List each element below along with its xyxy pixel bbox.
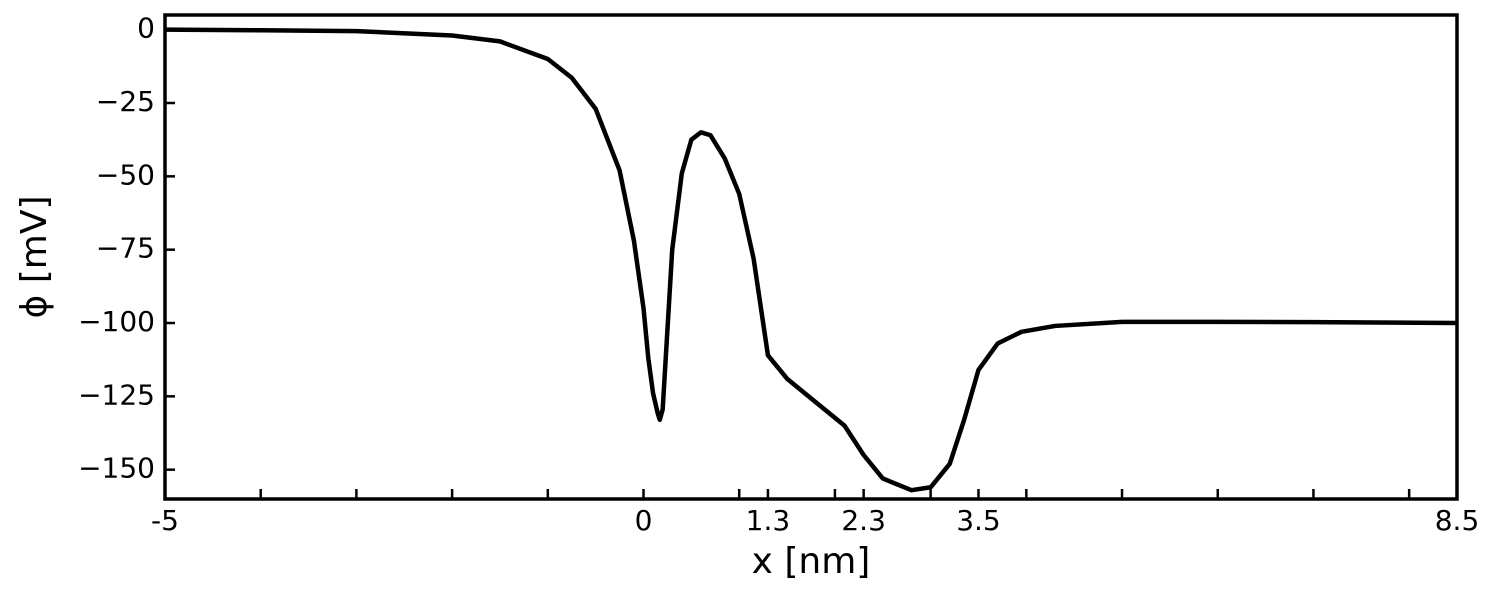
x-tick-label: 1.3 bbox=[746, 504, 791, 537]
y-tick-label: −150 bbox=[78, 452, 155, 485]
x-tick-label: 8.5 bbox=[1435, 504, 1480, 537]
y-tick-label: −75 bbox=[96, 232, 155, 265]
plot-frame bbox=[163, 13, 1459, 501]
x-tick-label: 2.3 bbox=[841, 504, 886, 537]
line-series bbox=[164, 27, 1458, 493]
y-tick-label: 0 bbox=[137, 12, 155, 45]
y-axis-label: ϕ [mV] bbox=[14, 196, 55, 319]
y-tick-label: −25 bbox=[96, 85, 155, 118]
x-axis-label: x [nm] bbox=[752, 541, 871, 582]
x-tick-label: 3.5 bbox=[956, 504, 1001, 537]
x-tick-label: 0 bbox=[635, 504, 653, 537]
y-tick-label: −50 bbox=[96, 158, 155, 191]
y-tick-label: −125 bbox=[78, 378, 155, 411]
y-tick-label: −100 bbox=[78, 305, 155, 338]
x-tick-label: -5 bbox=[151, 504, 179, 537]
